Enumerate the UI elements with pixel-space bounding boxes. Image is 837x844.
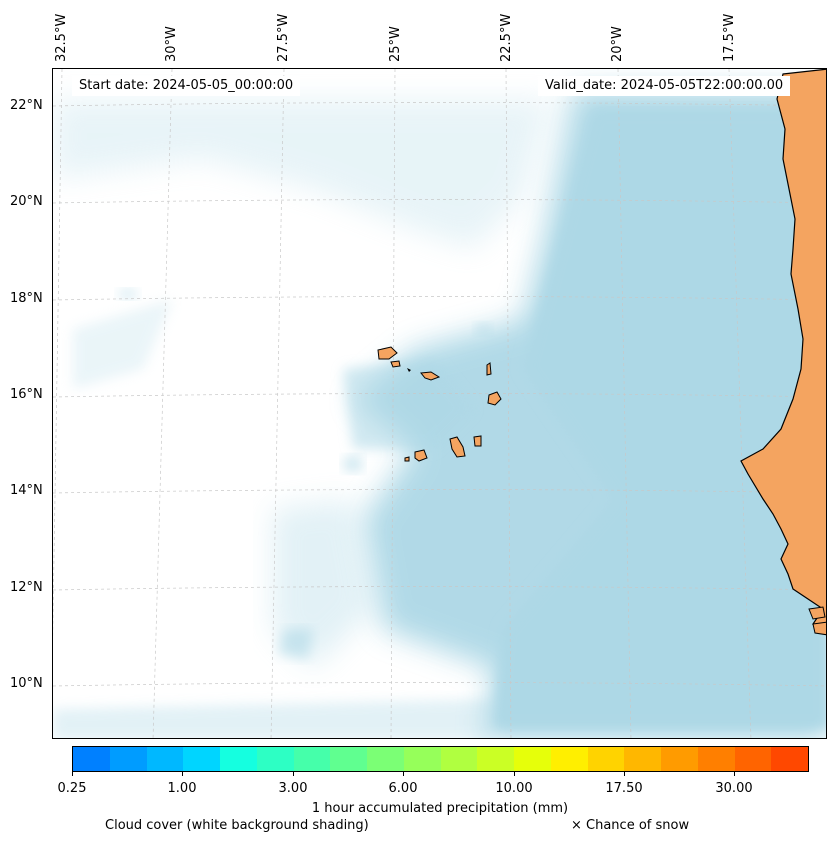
map-canvas (53, 69, 826, 738)
coastal-island (812, 621, 826, 636)
colorbar-segment (514, 747, 551, 771)
cloud-cover-shading (53, 89, 826, 738)
snow-legend: × Chance of snow (571, 818, 690, 833)
lat-label: 14°N (10, 483, 43, 498)
precipitation-colorbar (72, 746, 809, 772)
santiago-island (449, 436, 466, 458)
colorbar-segment (697, 747, 735, 771)
sao-nicolau-island (420, 371, 441, 381)
land-masses (377, 69, 826, 636)
colorbar-tick (293, 772, 294, 776)
colorbar-segment (256, 747, 294, 771)
colorbar-segment (183, 747, 220, 771)
map-gridlines (53, 69, 826, 738)
colorbar-tick (514, 772, 515, 776)
colorbar-segment (146, 747, 184, 771)
lon-label: 22.5°W (499, 13, 514, 62)
santo-antao-island (377, 346, 398, 360)
colorbar-segment (661, 747, 698, 771)
map-panel (52, 68, 827, 739)
colorbar-segment (587, 747, 625, 771)
colorbar-title: 1 hour accumulated precipitation (mm) (311, 801, 569, 816)
colorbar-tick (182, 772, 183, 776)
lon-label: 25°W (388, 26, 403, 62)
lat-label: 10°N (10, 676, 43, 691)
colorbar-segment (440, 747, 478, 771)
valid-date-label: Valid_date: 2024-05-05T22:00:00.00 (538, 76, 791, 96)
colorbar-tick-label: 6.00 (388, 781, 418, 796)
lon-label: 30°W (164, 26, 179, 62)
sao-vicente-island (390, 360, 401, 368)
colorbar-tick (624, 772, 625, 776)
lat-label: 20°N (10, 194, 43, 209)
sal-island (486, 362, 492, 376)
lat-label: 16°N (10, 387, 43, 402)
colorbar-segment (330, 747, 367, 771)
colorbar-segment (734, 747, 772, 771)
lat-label: 12°N (10, 580, 43, 595)
colorbar-tick-label: 0.25 (57, 781, 87, 796)
cloud-cover-legend: Cloud cover (white background shading) (105, 818, 369, 833)
colorbar-tick-label: 3.00 (278, 781, 308, 796)
colorbar-segment (477, 747, 514, 771)
colorbar-tick-label: 1.00 (167, 781, 197, 796)
lon-label: 20°W (610, 26, 625, 62)
lat-label: 18°N (10, 291, 43, 306)
colorbar-segment (293, 747, 331, 771)
fogo-island (414, 449, 428, 462)
colorbar-segment (109, 747, 147, 771)
maio-island (473, 435, 482, 447)
boa-vista-island (487, 391, 502, 406)
lon-label: 32.5°W (54, 13, 69, 62)
colorbar-tick-label: 30.00 (715, 781, 753, 796)
colorbar-tick (72, 772, 73, 776)
colorbar-tick (403, 772, 404, 776)
start-date-label: Start date: 2024-05-05_00:00:00 (72, 76, 301, 96)
colorbar-segment (771, 747, 808, 771)
colorbar-segment (624, 747, 661, 771)
colorbar-tick-label: 17.50 (605, 781, 643, 796)
brava-island (404, 456, 410, 462)
santa-luzia-island (407, 368, 411, 372)
lat-label: 22°N (10, 98, 43, 113)
colorbar-segment (220, 747, 257, 771)
colorbar-tick (734, 772, 735, 776)
colorbar-segment (403, 747, 441, 771)
lon-label: 27.5°W (276, 13, 291, 62)
lon-label: 17.5°W (722, 13, 737, 62)
coastal-island (808, 606, 826, 620)
colorbar-segment (550, 747, 588, 771)
colorbar-tick-label: 10.00 (495, 781, 533, 796)
colorbar-segment (73, 747, 110, 771)
colorbar-segment (367, 747, 404, 771)
africa-coastline (740, 69, 826, 629)
